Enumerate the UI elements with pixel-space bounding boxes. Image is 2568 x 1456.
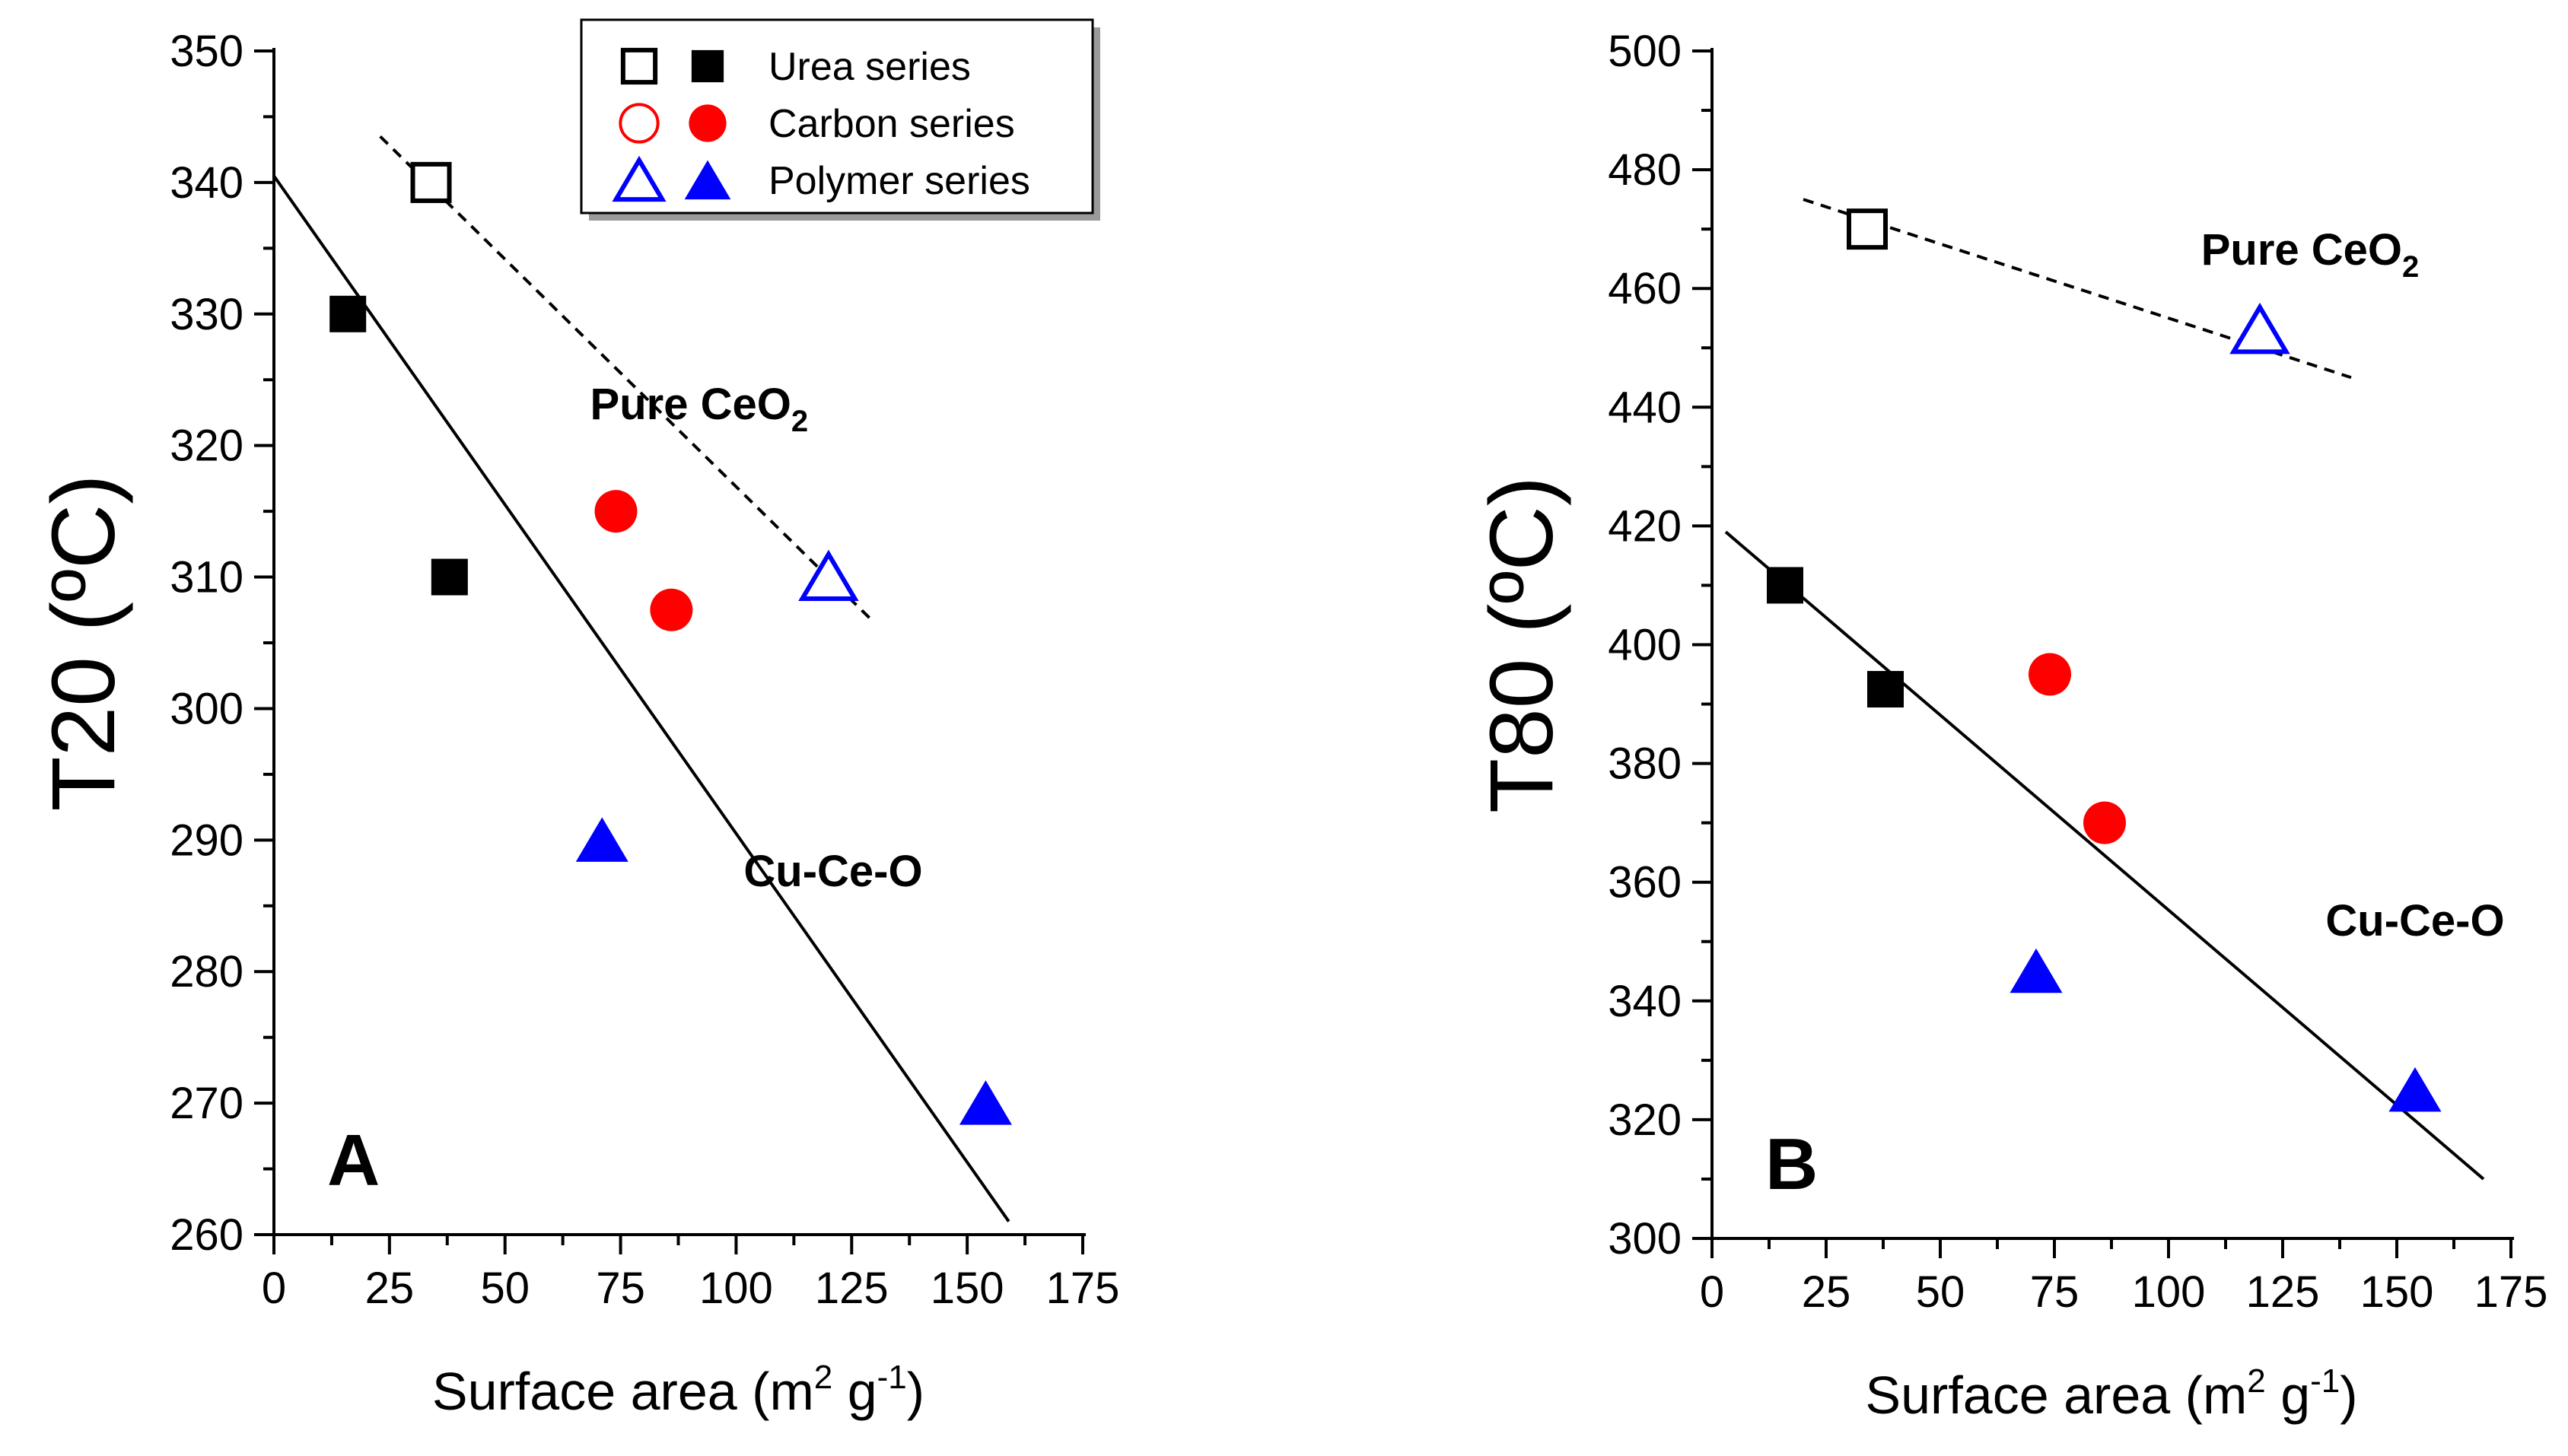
x-tick-label: 0 — [1700, 1267, 1724, 1317]
triangle-point-open — [2229, 302, 2290, 354]
x-tick-label: 150 — [2360, 1267, 2434, 1317]
x-tick-label: 0 — [262, 1264, 286, 1313]
y-tick-label: 260 — [170, 1210, 243, 1260]
y-tick-label: 400 — [1608, 621, 1682, 670]
annotation-text: Pure CeO — [2201, 225, 2402, 275]
triangle-point-open — [798, 549, 859, 602]
legend-label: Polymer series — [768, 159, 1030, 203]
x-tick-label: 75 — [596, 1264, 645, 1313]
x-tick-label: 150 — [931, 1264, 1004, 1313]
y-tick-label: 340 — [1608, 977, 1682, 1026]
x-axis-title-part: Surface area (m — [1865, 1365, 2247, 1425]
circle-point-filled — [2029, 653, 2071, 696]
y-tick-label: 320 — [1608, 1095, 1682, 1145]
square-point-open — [410, 161, 452, 203]
panel-label: A — [327, 1120, 380, 1201]
x-tick-label: 75 — [2030, 1267, 2080, 1317]
legend-label: Urea series — [768, 45, 971, 89]
x-axis-title-sup: 2 — [2247, 1362, 2265, 1400]
y-tick-label: 270 — [170, 1079, 243, 1128]
legend-triangle-open — [612, 155, 667, 202]
x-tick-label: 25 — [1802, 1267, 1851, 1317]
x-axis-title: Surface area (m2 g-1) — [432, 1359, 924, 1421]
y-tick-label: 290 — [170, 815, 243, 865]
square-point-filled — [1767, 567, 1803, 604]
y-tick-label: 280 — [170, 947, 243, 997]
y-tick-label: 300 — [1608, 1214, 1682, 1264]
x-axis-title-part: g — [2266, 1365, 2310, 1425]
square-point-filled — [431, 558, 468, 596]
cu-ce-o-fit-line — [272, 175, 1010, 1222]
triangle-point-filled — [959, 1080, 1012, 1125]
pure-ceo2-label: Pure CeO2 — [590, 380, 809, 438]
triangle-point-filled — [2388, 1067, 2442, 1112]
circle-point-filled — [2083, 801, 2126, 844]
circle-point-filled — [650, 588, 693, 631]
y-tick-label: 480 — [1608, 145, 1682, 195]
y-tick-label: 380 — [1608, 739, 1682, 789]
y-tick-label: 360 — [1608, 858, 1682, 908]
annotation-subscript: 2 — [2402, 250, 2419, 284]
x-axis-title-sup: 2 — [814, 1359, 832, 1396]
triangle-point-filled — [2010, 948, 2063, 993]
x-tick-label: 175 — [2474, 1267, 2548, 1317]
pure-ceo2-fit-line — [379, 135, 877, 625]
square-point-filled — [1867, 671, 1904, 708]
panel-b: 0 25 50 75 100 125 150 175 300 320 340 360 380 400 420… — [1472, 27, 2547, 1425]
y-tick-label: 460 — [1608, 264, 1682, 313]
legend-triangle-filled — [684, 160, 731, 200]
panel-a: 0 25 50 75 100 125 150 175 260 270 280 290 300 310 320… — [33, 27, 1119, 1421]
y-tick-label: 310 — [170, 553, 243, 602]
x-axis-title-part: ) — [2340, 1365, 2357, 1425]
x-tick-label: 175 — [1046, 1264, 1120, 1313]
y-tick-label: 330 — [170, 290, 243, 339]
y-tick-label: 340 — [170, 158, 243, 208]
cu-ce-o-fit-line — [1724, 530, 2485, 1181]
pure-ceo2-label: Pure CeO2 — [2201, 225, 2420, 284]
x-tick-label: 50 — [480, 1264, 530, 1313]
y-tick-label: 500 — [1608, 27, 1682, 76]
x-tick-label: 25 — [365, 1264, 415, 1313]
y-axis-title: T20 (ºC) — [33, 474, 134, 811]
x-axis-title-part: g — [832, 1362, 877, 1421]
legend-square-filled — [691, 49, 724, 83]
y-tick-label: 300 — [170, 684, 243, 733]
x-axis-title-sup: -1 — [2310, 1362, 2340, 1400]
y-tick-label: 440 — [1608, 383, 1682, 432]
annotation-text: Cu-Ce-O — [743, 847, 922, 896]
square-point-open — [1847, 208, 1888, 250]
annotation-text: Pure CeO — [590, 380, 791, 429]
legend-square-open — [620, 47, 658, 85]
x-tick-label: 125 — [2246, 1267, 2320, 1317]
y-tick-label: 320 — [170, 421, 243, 471]
x-axis-title: Surface area (m2 g-1) — [1865, 1362, 2357, 1425]
legend-circle-filled — [689, 104, 727, 142]
legend-circle-open — [619, 103, 660, 144]
annotation-subscript: 2 — [791, 405, 808, 438]
legend-box — [580, 18, 1094, 215]
annotation-text: Cu-Ce-O — [2325, 896, 2504, 946]
x-tick-label: 50 — [1916, 1267, 1965, 1317]
panel-label: B — [1765, 1124, 1818, 1205]
cu-ce-o-label: Cu-Ce-O — [2325, 896, 2504, 946]
y-axis-title: T80 (ºC) — [1472, 476, 1572, 813]
cu-ce-o-label: Cu-Ce-O — [743, 847, 922, 896]
x-tick-label: 100 — [699, 1264, 773, 1313]
circle-point-filled — [594, 490, 638, 533]
x-axis-title-sup: -1 — [877, 1359, 907, 1396]
legend-label: Carbon series — [768, 102, 1015, 146]
legend: Urea series Carbon series Polymer series — [580, 18, 1100, 221]
triangle-point-filled — [575, 817, 628, 862]
x-tick-label: 100 — [2132, 1267, 2206, 1317]
y-tick-label: 350 — [170, 27, 243, 76]
x-tick-label: 125 — [815, 1264, 889, 1313]
x-axis-title-part: Surface area (m — [432, 1362, 814, 1421]
x-axis-title-part: ) — [907, 1362, 924, 1421]
y-tick-label: 420 — [1608, 501, 1682, 551]
square-point-filled — [329, 295, 367, 332]
